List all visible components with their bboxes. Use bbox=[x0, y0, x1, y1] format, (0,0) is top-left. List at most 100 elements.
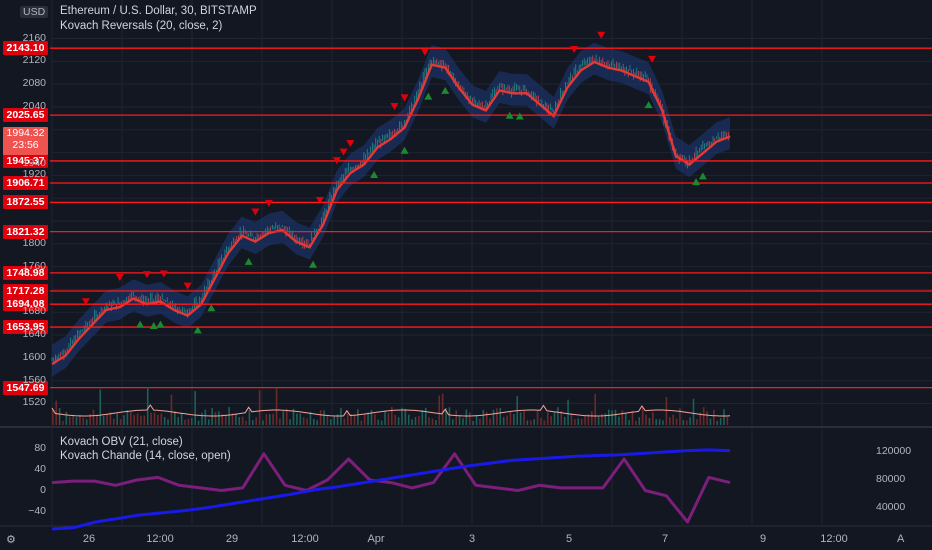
volume-bar bbox=[360, 420, 363, 425]
sell-signal-marker bbox=[183, 282, 192, 290]
volume-bar bbox=[207, 419, 210, 425]
volume-bar bbox=[357, 409, 359, 425]
volume-bar bbox=[621, 410, 624, 425]
volume-bar bbox=[245, 420, 247, 425]
volume-bar bbox=[699, 412, 702, 425]
buy-signal-marker bbox=[644, 101, 653, 109]
buy-signal-marker bbox=[505, 111, 514, 119]
volume-bar bbox=[652, 412, 654, 425]
volume-bar bbox=[546, 412, 549, 425]
volume-bar bbox=[329, 419, 332, 425]
time-tick-label: 12:00 bbox=[820, 533, 848, 545]
volume-bar bbox=[292, 408, 295, 425]
volume-bar bbox=[126, 410, 129, 425]
chande-line bbox=[51, 452, 731, 524]
volume-bar bbox=[116, 413, 119, 425]
volume-bar bbox=[485, 411, 488, 425]
obv-title: Kovach OBV (21, close) bbox=[60, 436, 183, 448]
price-tick-label: 1560 bbox=[22, 373, 46, 386]
volume-bar bbox=[177, 417, 180, 425]
volume-bar bbox=[333, 416, 335, 425]
volume-bar bbox=[553, 411, 556, 425]
volume-bar bbox=[194, 391, 196, 425]
volume-bar bbox=[401, 407, 403, 425]
volume-bar bbox=[624, 413, 627, 425]
time-tick-label: 5 bbox=[565, 533, 573, 545]
volume-bar bbox=[692, 398, 695, 425]
symbol-title: Ethereum / U.S. Dollar, 30, BITSTAMP bbox=[60, 5, 257, 17]
volume-bar bbox=[458, 416, 461, 425]
volume-bar bbox=[248, 409, 251, 425]
price-tick-label: 2040 bbox=[22, 99, 46, 112]
volume-bar bbox=[411, 419, 413, 425]
buy-signal-marker bbox=[193, 326, 202, 334]
volume-bar bbox=[513, 413, 515, 425]
volume-bar bbox=[163, 417, 166, 425]
volume-bar bbox=[421, 410, 424, 425]
volume-bar bbox=[282, 411, 285, 425]
volume-bar bbox=[445, 408, 447, 425]
volume-bar bbox=[62, 420, 64, 425]
volume-bar bbox=[204, 409, 207, 425]
volume-bar bbox=[665, 396, 668, 425]
volume-bar bbox=[58, 407, 61, 425]
time-tick-label: 9 bbox=[759, 533, 767, 545]
volume-bar bbox=[716, 420, 719, 425]
volume-bar bbox=[109, 412, 112, 425]
volume-bar bbox=[709, 418, 712, 425]
volume-bar bbox=[702, 407, 705, 425]
volume-bar bbox=[363, 414, 366, 425]
sell-signal-marker bbox=[420, 48, 429, 56]
sell-signal-marker bbox=[390, 102, 399, 110]
volume-bar bbox=[567, 399, 569, 425]
chande-tick-label: −40 bbox=[28, 504, 46, 517]
buy-signal-marker bbox=[698, 172, 707, 180]
volume-bar bbox=[262, 420, 264, 425]
volume-bar bbox=[499, 408, 502, 425]
currency-label[interactable]: USD bbox=[20, 6, 49, 18]
buy-signal-marker bbox=[692, 178, 701, 186]
volume-bar bbox=[607, 409, 610, 425]
volume-bar bbox=[160, 413, 163, 425]
auto-scale-button[interactable]: A bbox=[897, 533, 905, 545]
price-tick-label: 1920 bbox=[22, 168, 46, 181]
volume-bar bbox=[140, 415, 142, 425]
volume-bar bbox=[85, 419, 88, 425]
volume-bar bbox=[377, 419, 380, 425]
indicator-title: Kovach Reversals (20, close, 2) bbox=[60, 20, 223, 32]
volume-bar bbox=[391, 407, 393, 425]
volume-bar bbox=[113, 418, 115, 425]
volume-bar bbox=[418, 415, 420, 425]
volume-bar bbox=[302, 417, 305, 425]
volume-bar bbox=[299, 413, 302, 425]
chande-title: Kovach Chande (14, close, open) bbox=[60, 450, 231, 462]
level-tag: 1821.32 bbox=[3, 224, 48, 239]
volume-bar bbox=[268, 414, 271, 425]
volume-bar bbox=[550, 416, 552, 425]
volume-bar bbox=[52, 408, 54, 425]
volume-bar bbox=[611, 410, 613, 425]
volume-bar bbox=[123, 415, 125, 425]
volume-bar bbox=[187, 418, 190, 425]
volume-bar bbox=[648, 418, 651, 425]
time-tick-label: 7 bbox=[661, 533, 669, 545]
buy-signal-marker bbox=[441, 86, 450, 94]
volume-bar bbox=[102, 415, 105, 425]
price-tick-label: 2120 bbox=[22, 54, 46, 67]
volume-bar bbox=[557, 407, 559, 425]
volume-bar bbox=[313, 418, 315, 425]
buy-signal-marker bbox=[207, 304, 216, 312]
settings-icon[interactable]: ⚙ bbox=[6, 534, 16, 546]
volume-bar bbox=[150, 412, 152, 425]
volume-bar bbox=[435, 420, 437, 425]
volume-bar bbox=[601, 414, 603, 425]
volume-bar bbox=[502, 417, 505, 425]
volume-bar bbox=[336, 414, 339, 425]
volume-bar bbox=[157, 414, 159, 425]
volume-bar bbox=[604, 413, 607, 425]
volume-bar bbox=[455, 410, 458, 425]
volume-bar bbox=[96, 414, 98, 425]
volume-bar bbox=[323, 410, 325, 425]
buy-signal-marker bbox=[400, 146, 409, 154]
